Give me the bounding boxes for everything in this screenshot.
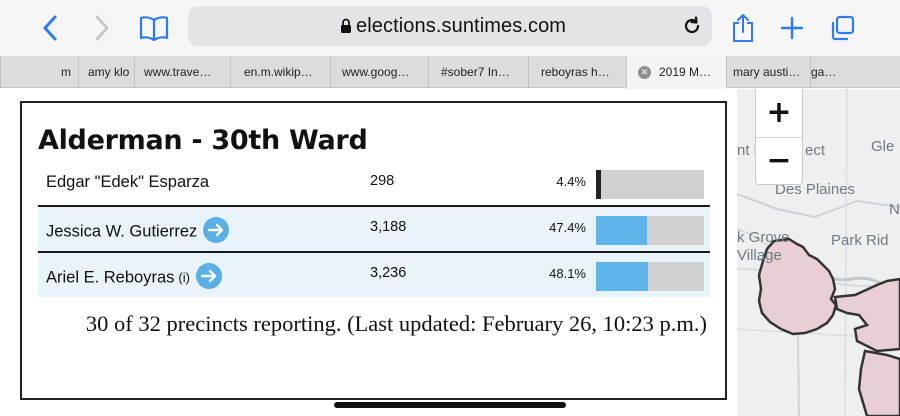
home-indicator[interactable] <box>334 402 566 408</box>
browser-tab[interactable]: mary austi… <box>726 56 810 88</box>
candidate-name-text: Edgar "Edek" Esparza <box>46 173 210 191</box>
row-divider <box>38 251 710 253</box>
tab-label: www.trave… <box>144 65 212 79</box>
page-content: nt H ect Gle Des Plaines N k Grove Park … <box>0 89 900 416</box>
candidate-votes: 298 <box>370 173 395 189</box>
browser-tab[interactable]: www.trave… <box>134 56 230 88</box>
new-tab-icon[interactable] <box>772 8 812 48</box>
browser-tab[interactable]: reboyras h… <box>528 56 626 88</box>
browser-tab[interactable]: m <box>0 56 78 88</box>
candidate-row: Jessica W. Gutierrez 3,188 47.4% <box>38 207 710 251</box>
browser-tab[interactable]: en.m.wikip… <box>230 56 330 88</box>
map-label: N <box>889 201 900 218</box>
zoom-in-button[interactable]: + <box>766 94 792 130</box>
map-label: ect <box>805 142 826 159</box>
browser-tab[interactable]: www.goog… <box>330 56 428 88</box>
candidate-name-text: Jessica W. Gutierrez <box>46 222 198 241</box>
map-zoom-control: + − <box>755 89 803 185</box>
candidate-row: Ariel E. Reboyras (i) 3,236 48.1% <box>38 253 710 297</box>
zoom-divider <box>756 137 802 138</box>
map-label: Village <box>737 247 782 264</box>
tab-label: m <box>61 65 71 79</box>
reload-icon[interactable] <box>682 16 702 41</box>
map-label: Des Plaines <box>775 181 856 198</box>
precincts-reporting-note: 30 of 32 precincts reporting. (Last upda… <box>85 311 707 336</box>
tab-label: www.goog… <box>342 65 410 79</box>
candidate-name: Jessica W. Gutierrez <box>46 217 230 245</box>
incumbent-tag: (i) <box>178 270 190 286</box>
tab-label: en.m.wikip… <box>244 65 313 79</box>
vote-share-fill <box>596 262 648 291</box>
map-label: Park Rid <box>831 232 889 249</box>
race-title: Alderman - 30th Ward <box>38 125 368 156</box>
candidate-percent: 48.1% <box>549 266 586 281</box>
lock-icon <box>340 18 352 39</box>
ward-map[interactable]: nt H ect Gle Des Plaines N k Grove Park … <box>737 89 900 416</box>
browser-toolbar: elections.suntimes.com <box>0 0 900 56</box>
browser-tab[interactable]: #sober7 In… <box>428 56 528 88</box>
candidate-votes: 3,188 <box>370 219 407 235</box>
tab-label: 2019 M… <box>659 65 712 79</box>
candidate-percent: 4.4% <box>556 174 586 189</box>
runoff-arrow-icon[interactable] <box>195 263 222 289</box>
candidate-row: Edgar "Edek" Esparza 298 4.4% <box>38 161 710 205</box>
candidate-percent: 47.4% <box>549 220 586 235</box>
tab-label: ga… <box>811 65 837 79</box>
race-results-card: Alderman - 30th Ward Edgar "Edek" Esparz… <box>20 101 727 400</box>
tabs-overview-icon[interactable] <box>822 8 862 48</box>
share-icon[interactable] <box>723 8 763 48</box>
address-bar[interactable]: elections.suntimes.com <box>188 6 712 46</box>
close-tab-icon[interactable]: ✕ <box>638 66 651 79</box>
browser-tab[interactable]: ga… <box>810 56 900 88</box>
tab-label: reboyras h… <box>541 65 610 79</box>
vote-share-bar <box>596 170 704 199</box>
candidate-name-text: Ariel E. Reboyras <box>46 268 175 287</box>
tab-label: mary austi… <box>733 65 801 79</box>
vote-share-bar <box>596 262 704 291</box>
candidate-name: Ariel E. Reboyras (i) <box>46 263 222 291</box>
candidate-name: Edgar "Edek" Esparza <box>46 173 209 192</box>
vote-share-fill <box>596 170 601 199</box>
browser-tab[interactable]: amy klo <box>78 56 134 88</box>
vote-share-bar <box>596 216 704 245</box>
url-text: elections.suntimes.com <box>356 15 567 37</box>
candidate-votes: 3,236 <box>370 265 407 281</box>
map-label: k Grove <box>737 229 790 246</box>
zoom-out-button[interactable]: − <box>766 142 792 178</box>
map-label: Gle <box>871 138 895 155</box>
vote-share-fill <box>596 216 647 245</box>
row-divider <box>38 205 710 207</box>
back-button[interactable] <box>30 8 70 48</box>
tab-label: amy klo <box>88 65 130 79</box>
browser-tab-active[interactable]: ✕ 2019 M… <box>626 56 726 89</box>
bookmarks-icon[interactable] <box>134 8 174 48</box>
tab-strip: m amy klo www.trave… en.m.wikip… www.goo… <box>0 56 900 89</box>
runoff-arrow-icon[interactable] <box>203 217 230 243</box>
tab-label: #sober7 In… <box>441 65 510 79</box>
forward-button[interactable] <box>82 8 122 48</box>
